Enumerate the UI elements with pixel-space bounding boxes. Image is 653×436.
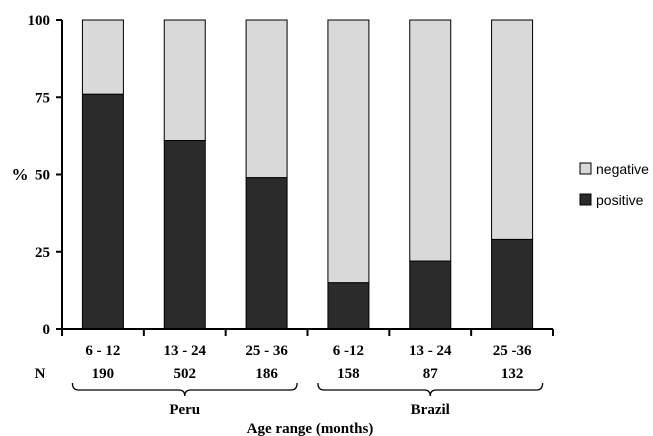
n-value: 132 (501, 366, 524, 382)
bar-positive (409, 260, 452, 330)
x-tick-label: 13 - 24 (409, 343, 452, 359)
n-value: 502 (174, 366, 197, 382)
bar-negative (409, 19, 452, 262)
y-tick-label: 100 (28, 13, 51, 29)
legend-swatch (579, 193, 592, 206)
x-tick-label: 25 - 36 (245, 343, 288, 359)
n-value: 158 (337, 366, 360, 382)
n-values: 190 502 186 158 87 132 (92, 366, 524, 382)
y-tick-label: 0 (43, 322, 51, 338)
group-label: Brazil (411, 402, 450, 418)
bar-negative (327, 19, 370, 284)
x-tick-label: 25 -36 (493, 343, 532, 359)
group-labels: Peru Brazil (169, 402, 449, 418)
group-braces (71, 382, 544, 397)
y-axis-label: % (12, 165, 29, 184)
n-value: 87 (423, 366, 439, 382)
bars-layer (81, 19, 534, 330)
bar-positive (163, 140, 206, 330)
legend-label: positive (596, 192, 644, 208)
bar-negative (163, 19, 206, 142)
n-value: 186 (255, 366, 278, 382)
legend-label: negative (596, 161, 649, 177)
bar-negative (491, 19, 534, 240)
x-tick-label: 6 - 12 (85, 343, 120, 359)
legend-swatch (579, 162, 592, 175)
bar-negative (245, 19, 288, 179)
x-axis-label: Age range (months) (247, 421, 374, 436)
x-tick-label: 6 -12 (333, 343, 364, 359)
bar-positive (245, 177, 288, 330)
y-tick-label: 50 (35, 168, 50, 184)
x-tick-label: 13 - 24 (164, 343, 207, 359)
legend: negative positive (579, 161, 649, 208)
y-tick-label: 25 (35, 245, 50, 261)
bar-positive (327, 282, 370, 330)
y-ticks: 0 25 50 75 100 (28, 13, 62, 338)
bar-positive (81, 93, 124, 330)
n-row-label: N (35, 366, 46, 382)
n-value: 190 (92, 366, 115, 382)
group-brace (71, 382, 298, 397)
group-label: Peru (169, 402, 200, 418)
bar-positive (491, 238, 534, 330)
bar-negative (81, 19, 124, 95)
y-tick-label: 75 (35, 90, 50, 106)
group-brace (317, 382, 544, 397)
x-ticks: 6 - 12 13 - 24 25 - 36 6 -12 13 - 24 25 -36 (61, 329, 554, 359)
